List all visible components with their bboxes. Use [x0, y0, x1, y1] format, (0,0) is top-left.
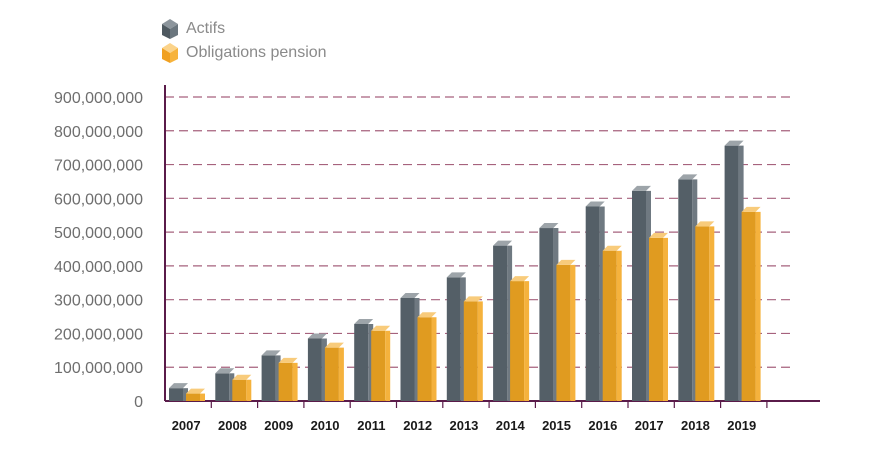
bar-obligations-2010 — [324, 342, 344, 401]
bar-obligations-2012 — [417, 312, 437, 401]
legend-swatch-obligations — [162, 43, 178, 63]
y-tick-label: 900,000,000 — [54, 90, 143, 107]
legend-label-obligations: Obligations pension — [186, 44, 327, 61]
x-tick-label: 2010 — [311, 418, 340, 433]
y-tick-label: 800,000,000 — [54, 124, 143, 141]
bar-actifs-2016 — [585, 201, 605, 401]
bar-actifs-2011 — [354, 318, 374, 401]
bar-obligations-2009 — [278, 357, 298, 401]
x-tick-label: 2017 — [635, 418, 664, 433]
bar-actifs-2013 — [446, 272, 466, 401]
bar-obligations-2014 — [510, 276, 530, 401]
x-tick-label: 2008 — [218, 418, 247, 433]
legend-item-actifs: Actifs — [160, 18, 225, 40]
legend-item-obligations: Obligations pension — [160, 42, 327, 64]
bar-obligations-2017 — [649, 232, 668, 401]
bar-actifs-2018 — [678, 174, 698, 401]
x-tick-label: 2015 — [542, 418, 571, 433]
x-tick-label: 2016 — [588, 418, 617, 433]
bar-actifs-2010 — [307, 333, 327, 401]
bar-obligations-2019 — [741, 206, 761, 401]
y-tick-label: 300,000,000 — [54, 293, 143, 310]
x-tick-label: 2009 — [264, 418, 293, 433]
bar-obligations-2007 — [186, 388, 205, 401]
y-tick-label: 200,000,000 — [54, 326, 143, 343]
x-tick-label: 2019 — [727, 418, 756, 433]
x-tick-label: 2014 — [496, 418, 526, 433]
y-tick-label: 500,000,000 — [54, 225, 143, 242]
bar-actifs-2007 — [169, 383, 188, 401]
bar-actifs-2009 — [261, 350, 281, 401]
bar-actifs-2014 — [493, 240, 513, 401]
bar-obligations-2013 — [463, 296, 483, 401]
bar-obligations-2011 — [371, 325, 391, 401]
bar-actifs-2019 — [724, 140, 744, 401]
bar-obligations-2016 — [602, 245, 622, 401]
legend-swatch-actifs — [162, 19, 178, 39]
y-tick-label: 600,000,000 — [54, 191, 143, 208]
x-tick-label: 2011 — [357, 418, 385, 433]
x-tick-label: 2013 — [449, 418, 478, 433]
y-tick-label: 700,000,000 — [54, 158, 143, 175]
bar-actifs-2012 — [400, 292, 420, 401]
x-tick-label: 2018 — [681, 418, 710, 433]
y-tick-label: 0 — [134, 394, 143, 411]
bar-obligations-2018 — [695, 221, 715, 401]
bar-obligations-2008 — [232, 374, 252, 401]
bar-actifs-2017 — [632, 185, 651, 401]
y-tick-label: 400,000,000 — [54, 259, 143, 276]
x-tick-label: 2007 — [172, 418, 201, 433]
legend-label-actifs: Actifs — [186, 20, 226, 37]
bar-obligations-2015 — [556, 259, 576, 401]
bar-actifs-2008 — [215, 368, 235, 401]
x-tick-label: 2012 — [403, 418, 432, 433]
bar-actifs-2015 — [539, 223, 559, 401]
y-tick-label: 100,000,000 — [54, 360, 143, 377]
